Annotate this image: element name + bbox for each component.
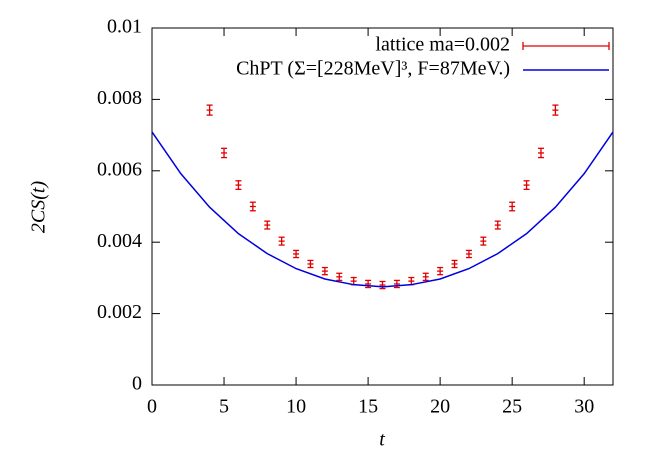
error-point: [235, 180, 242, 191]
y-tick-label: 0.006: [97, 158, 142, 180]
error-point: [537, 147, 544, 159]
legend-label: ChPT (Σ=[228MeV]³, F=87MeV.): [236, 58, 510, 80]
error-point: [552, 104, 559, 116]
y-axis-label: 2CS(t): [28, 181, 50, 234]
error-point: [379, 280, 386, 290]
error-point: [509, 201, 516, 212]
y-tick-label: 0.002: [97, 301, 142, 323]
error-point: [422, 272, 429, 282]
plot-frame: [151, 27, 614, 386]
error-point: [437, 266, 444, 276]
y-tick-label: 0.008: [97, 87, 142, 109]
x-tick-label: 5: [219, 396, 229, 418]
error-point: [307, 259, 314, 269]
legend-label: lattice ma=0.002: [375, 34, 510, 56]
error-point: [480, 236, 487, 246]
y-tick-label: 0.004: [97, 230, 142, 252]
error-point: [350, 276, 357, 286]
x-tick-label: 0: [147, 396, 157, 418]
line: [151, 131, 614, 288]
error-point: [249, 201, 256, 212]
error-point: [278, 236, 285, 246]
x-axis-label: t: [379, 429, 385, 451]
error-point: [221, 147, 228, 159]
error-point: [336, 272, 343, 282]
error-point: [293, 249, 300, 259]
y-tick-label: 0.01: [107, 16, 142, 38]
error-point: [206, 104, 213, 116]
error-point: [523, 180, 530, 191]
error-point: [465, 249, 472, 259]
x-tick-label: 15: [358, 396, 378, 418]
x-tick-label: 30: [574, 396, 594, 418]
x-tick-label: 25: [502, 396, 522, 418]
error-point: [264, 220, 271, 230]
x-tick-label: 10: [286, 396, 306, 418]
error-point: [451, 259, 458, 269]
error-point: [494, 220, 501, 230]
error-point: [321, 266, 328, 276]
y-tick-label: 0: [132, 373, 142, 395]
x-tick-label: 20: [430, 396, 450, 418]
